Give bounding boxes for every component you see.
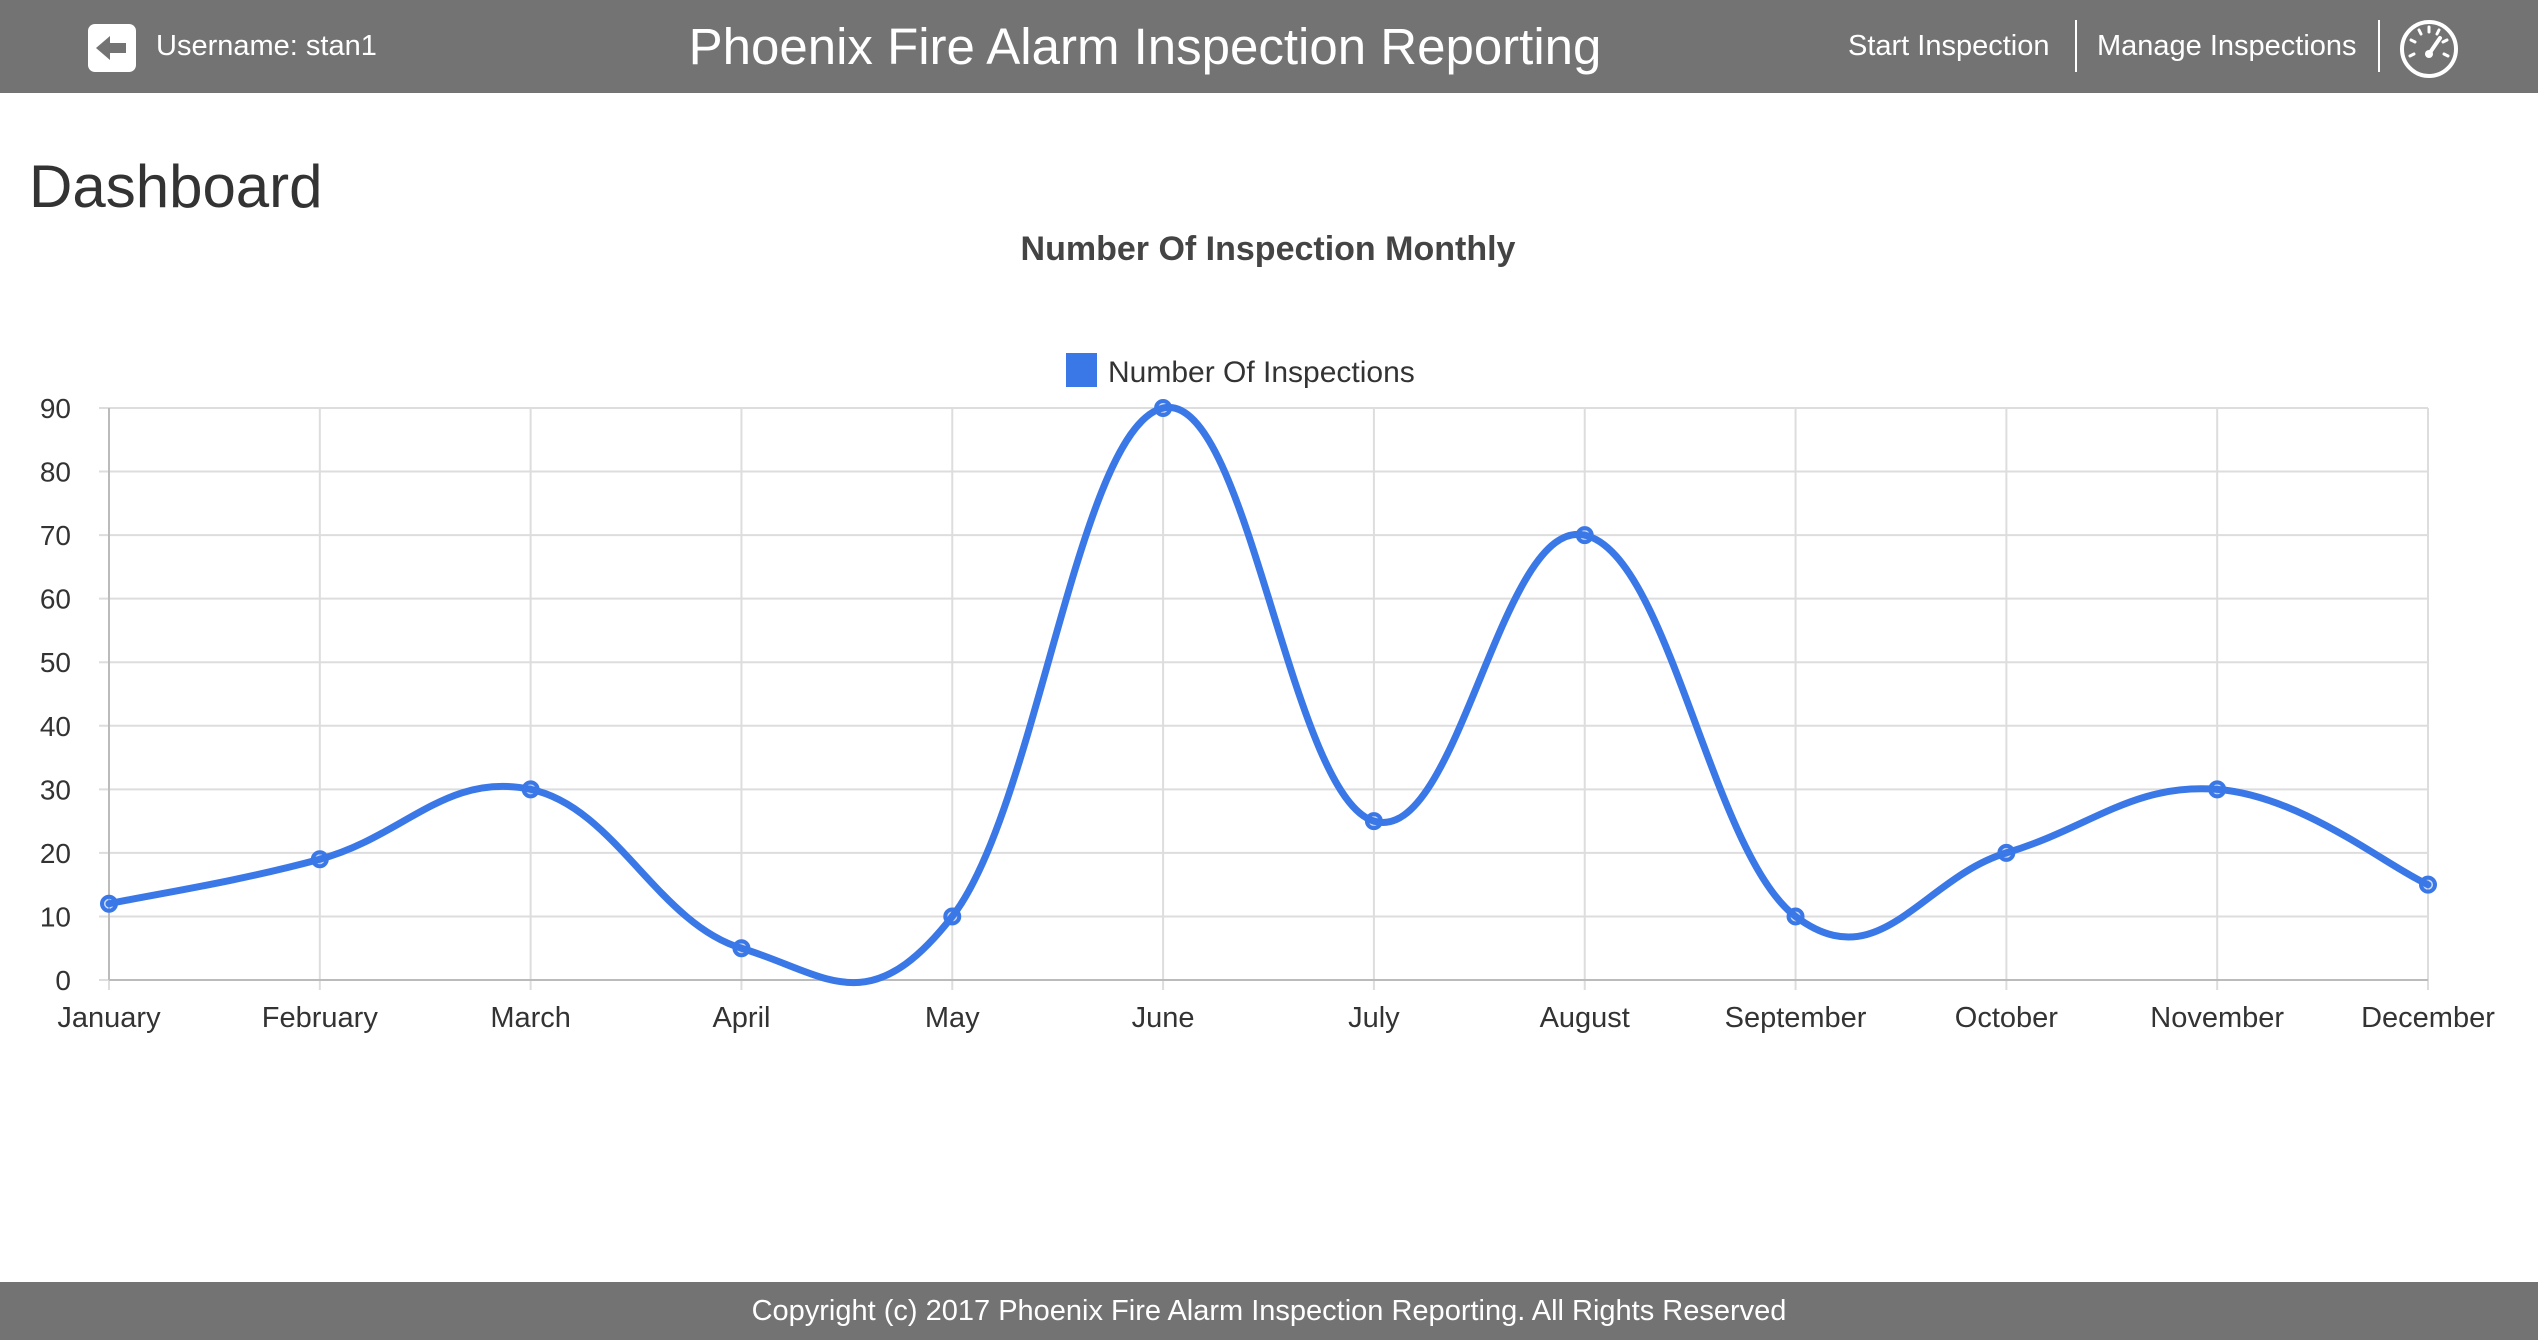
data-point[interactable] bbox=[2419, 875, 2437, 894]
x-tick-label: September bbox=[1725, 1002, 1867, 1034]
nav-divider bbox=[2378, 20, 2380, 72]
x-axis-ticks: January February March April May June July Augu… bbox=[57, 1002, 2495, 1034]
chart-legend[interactable]: Number Of Inspections bbox=[1066, 353, 1415, 389]
data-point[interactable] bbox=[943, 907, 962, 926]
x-tick-label: February bbox=[262, 1002, 379, 1034]
chart-title: Number Of Inspection Monthly bbox=[1021, 230, 1516, 268]
start-inspection-link[interactable]: Start Inspection bbox=[1848, 30, 2050, 62]
nav-divider bbox=[2075, 20, 2077, 72]
y-tick-label: 40 bbox=[40, 711, 71, 742]
data-point[interactable] bbox=[100, 894, 118, 913]
data-point[interactable] bbox=[1575, 526, 1594, 545]
y-axis-ticks: 0 10 20 30 40 50 60 70 80 90 bbox=[40, 393, 71, 996]
data-point[interactable] bbox=[1154, 399, 1173, 417]
username-label: Username: stan1 bbox=[156, 30, 377, 62]
data-points bbox=[100, 399, 2437, 958]
x-tick-label: March bbox=[490, 1002, 571, 1034]
app-title: Phoenix Fire Alarm Inspection Reporting bbox=[688, 18, 1602, 75]
data-point[interactable] bbox=[2208, 780, 2227, 799]
logout-icon[interactable] bbox=[84, 20, 140, 76]
data-point[interactable] bbox=[521, 780, 540, 799]
y-tick-label: 80 bbox=[40, 457, 71, 488]
x-tick-label: June bbox=[1132, 1002, 1195, 1034]
x-tick-label: July bbox=[1348, 1002, 1400, 1034]
y-tick-label: 60 bbox=[40, 584, 71, 615]
y-tick-label: 30 bbox=[40, 774, 71, 805]
data-point[interactable] bbox=[732, 939, 751, 958]
footer-copyright: Copyright (c) 2017 Phoenix Fire Alarm In… bbox=[0, 1282, 2538, 1340]
inspection-line-chart: Number Of Inspection Monthly Number Of I… bbox=[40, 230, 2495, 1034]
x-tick-label: April bbox=[712, 1002, 770, 1034]
y-tick-label: 20 bbox=[40, 838, 71, 869]
data-point[interactable] bbox=[1364, 812, 1383, 831]
y-tick-label: 70 bbox=[40, 520, 71, 551]
legend-label: Number Of Inspections bbox=[1108, 356, 1415, 389]
top-header: Username: stan1 Phoenix Fire Alarm Inspe… bbox=[0, 0, 2538, 93]
chart-grid bbox=[99, 407, 2429, 990]
x-tick-label: August bbox=[1540, 1002, 1630, 1034]
x-tick-label: November bbox=[2150, 1002, 2284, 1034]
y-tick-label: 0 bbox=[55, 965, 71, 996]
data-point[interactable] bbox=[1786, 907, 1805, 926]
y-tick-label: 50 bbox=[40, 647, 71, 678]
manage-inspections-link[interactable]: Manage Inspections bbox=[2097, 30, 2357, 62]
series-line bbox=[105, 404, 2432, 987]
y-tick-label: 90 bbox=[40, 393, 71, 424]
data-point[interactable] bbox=[310, 850, 329, 869]
data-point[interactable] bbox=[1997, 843, 2016, 862]
x-tick-label: December bbox=[2361, 1002, 2495, 1034]
legend-swatch bbox=[1066, 353, 1097, 387]
x-tick-label: May bbox=[925, 1002, 980, 1034]
x-tick-label: October bbox=[1955, 1002, 2058, 1034]
speedometer-icon[interactable] bbox=[2398, 18, 2460, 80]
y-tick-label: 10 bbox=[40, 901, 71, 932]
x-tick-label: January bbox=[57, 1002, 161, 1034]
page-title: Dashboard bbox=[29, 153, 323, 220]
